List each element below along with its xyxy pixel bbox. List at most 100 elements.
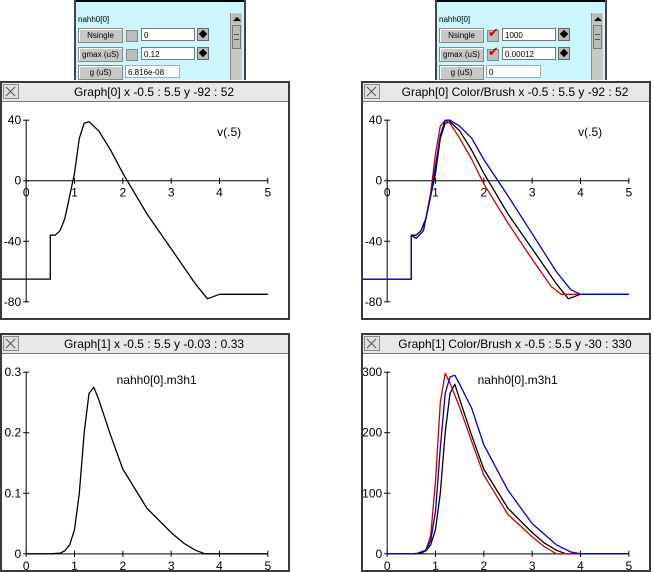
g-field: 0 — [486, 65, 541, 78]
y-tick-label: 200 — [363, 426, 382, 440]
graph-title: Graph[1] Color/Brush x -0.5 : 5.5 y -30 … — [398, 337, 632, 351]
scroll-thumb[interactable] — [593, 25, 602, 49]
y-tick-label: 0.1 — [4, 486, 21, 500]
x-tick-label: 2 — [119, 186, 126, 200]
graph-title: Graph[0] Color/Brush x -0.5 : 5.5 y -92 … — [401, 85, 629, 99]
nsingle-field[interactable]: 0 — [141, 28, 195, 41]
gmax-spinner-icon[interactable] — [197, 47, 209, 60]
x-tick-label: 1 — [71, 186, 78, 200]
plot-annotation: v(.5) — [578, 125, 602, 139]
nsingle-spinner-icon[interactable] — [197, 28, 209, 41]
series-line — [2, 121, 268, 300]
nsingle-button[interactable]: Nsingle — [78, 28, 123, 43]
x-tick-label: 2 — [480, 186, 487, 200]
x-tick-label: 4 — [216, 186, 223, 200]
checkmark-icon: ✔ — [488, 25, 499, 40]
y-tick-label: 0 — [14, 174, 21, 188]
x-tick-label: 3 — [168, 186, 175, 200]
y-tick-label: -80 — [4, 295, 22, 309]
y-tick-label: 0 — [375, 174, 382, 188]
x-tick-label: 0 — [23, 186, 30, 200]
y-tick-label: 0.3 — [4, 365, 21, 379]
scroll-up-icon[interactable] — [593, 14, 602, 23]
graph-title: Graph[1] x -0.5 : 5.5 y -0.03 : 0.33 — [63, 337, 245, 351]
gmax-checkbox[interactable] — [126, 49, 138, 61]
x-tick-label: 4 — [577, 559, 584, 572]
plot-area[interactable]: 0 1 2 3 4 5 0.3 0.2 0.1 0 nahh0[0].m3h1 — [2, 354, 290, 572]
x-tick-label: 4 — [216, 559, 223, 572]
x-tick-label: 5 — [625, 559, 632, 572]
x-tick-label: 0 — [23, 559, 30, 572]
graph-window-0: Graph[0] x -0.5 : 5.5 y -92 : 52 0 1 2 3 4 5 4… — [0, 81, 290, 320]
plot-area[interactable]: 0 1 2 3 4 5 40 0 -40 -80 v(.5) — [363, 102, 651, 320]
series-line — [387, 383, 629, 555]
y-tick-label: -80 — [365, 295, 383, 309]
close-icon[interactable] — [364, 84, 380, 99]
panel-scrollbar[interactable] — [591, 13, 603, 80]
y-tick-label: -40 — [365, 234, 383, 248]
x-tick-label: 3 — [168, 559, 175, 572]
y-tick-label: 40 — [369, 113, 383, 127]
plot-annotation: nahh0[0].m3h1 — [478, 373, 558, 387]
close-icon[interactable] — [3, 84, 19, 99]
nsingle-spinner-icon[interactable] — [558, 28, 570, 41]
x-tick-label: 3 — [529, 186, 536, 200]
y-tick-label: 40 — [8, 113, 22, 127]
panel-title: nahh0[0] — [439, 15, 471, 24]
graph-titlebar: Graph[1] Color/Brush x -0.5 : 5.5 y -30 … — [363, 335, 649, 354]
y-tick-label: 100 — [363, 486, 382, 500]
series-line — [387, 372, 629, 555]
graph-window-3: Graph[1] Color/Brush x -0.5 : 5.5 y -30 … — [361, 333, 651, 572]
checkmark-icon: ✔ — [488, 44, 499, 59]
gmax-button[interactable]: gmax (uS) — [78, 47, 123, 62]
x-tick-label: 0 — [384, 186, 391, 200]
x-tick-label: 0 — [384, 559, 391, 572]
scroll-thumb[interactable] — [232, 25, 241, 49]
close-icon[interactable] — [3, 336, 19, 351]
x-tick-label: 1 — [432, 186, 439, 200]
x-tick-label: 5 — [264, 559, 271, 572]
panel-title: nahh0[0] — [78, 15, 110, 24]
y-tick-label: -40 — [4, 234, 22, 248]
close-icon[interactable] — [364, 336, 380, 351]
parameter-panel-right: nahh0[0] Nsingle ✔ 1000 gmax (uS) ✔ 0.00… — [435, 0, 607, 80]
gmax-field[interactable]: 0.12 — [141, 47, 195, 60]
x-tick-label: 5 — [264, 186, 271, 200]
x-tick-label: 2 — [480, 559, 487, 572]
series-line — [26, 386, 268, 555]
parameter-panel-left: nahh0[0] Nsingle 0 gmax (uS) 0.12 g (uS)… — [74, 0, 246, 80]
gmax-spinner-icon[interactable] — [558, 47, 570, 60]
scroll-up-icon[interactable] — [232, 14, 241, 23]
nsingle-checkbox[interactable] — [126, 30, 138, 42]
graph-window-2: Graph[1] x -0.5 : 5.5 y -0.03 : 0.33 0 1 2… — [0, 333, 290, 572]
x-tick-label: 3 — [529, 559, 536, 572]
y-tick-label: 300 — [363, 365, 382, 379]
nsingle-checkbox[interactable]: ✔ — [487, 26, 499, 42]
plot-area[interactable]: 0 1 2 3 4 5 40 0 -40 -80 v(.5) — [2, 102, 290, 320]
series-line — [363, 119, 629, 295]
plot-area[interactable]: 0 1 2 3 4 5 300 200 100 0 nahh0[0].m3h1 — [363, 354, 651, 572]
plot-annotation: v(.5) — [217, 125, 241, 139]
nsingle-field[interactable]: 1000 — [502, 28, 556, 41]
series-line — [387, 374, 629, 555]
x-tick-label: 4 — [577, 186, 584, 200]
x-tick-label: 1 — [71, 559, 78, 572]
gmax-field[interactable]: 0.00012 — [502, 47, 556, 60]
series-line — [363, 119, 629, 295]
y-tick-label: 0 — [375, 547, 382, 561]
x-tick-label: 5 — [625, 186, 632, 200]
panel-scrollbar[interactable] — [230, 13, 242, 80]
nsingle-button[interactable]: Nsingle — [439, 28, 484, 43]
gmax-checkbox[interactable]: ✔ — [487, 45, 499, 61]
graph-window-1: Graph[0] Color/Brush x -0.5 : 5.5 y -92 … — [361, 81, 651, 320]
panel-top-border — [76, 0, 244, 2]
plot-annotation: nahh0[0].m3h1 — [117, 373, 197, 387]
graph-titlebar: Graph[0] Color/Brush x -0.5 : 5.5 y -92 … — [363, 83, 649, 102]
graph-titlebar: Graph[1] x -0.5 : 5.5 y -0.03 : 0.33 — [2, 335, 288, 354]
panel-top-border — [437, 0, 605, 2]
gmax-button[interactable]: gmax (uS) — [439, 47, 484, 62]
g-button[interactable]: g (uS) — [78, 65, 123, 80]
x-tick-label: 2 — [119, 559, 126, 572]
x-tick-label: 1 — [432, 559, 439, 572]
g-button[interactable]: g (uS) — [439, 65, 484, 80]
